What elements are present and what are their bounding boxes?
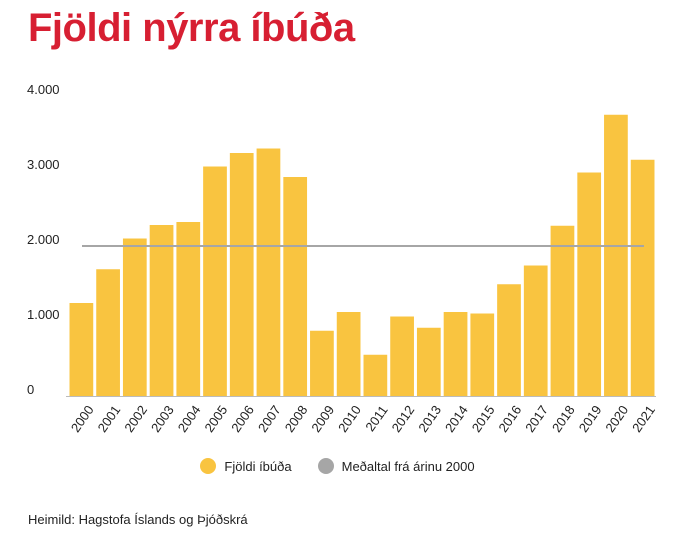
bar-2013 xyxy=(416,327,441,396)
x-axis-ticks: 2000200120022003200420052006200720082009… xyxy=(68,403,658,435)
bar-2019 xyxy=(577,172,602,396)
bar-2002 xyxy=(122,238,147,396)
bar-2010 xyxy=(336,312,361,396)
x-tick-label-2009: 2009 xyxy=(308,403,337,435)
x-tick-label-2002: 2002 xyxy=(121,403,150,435)
x-tick-label-2003: 2003 xyxy=(148,403,177,435)
bar-2004 xyxy=(176,222,201,396)
y-axis-ticks: 0 1.000 2.000 3.000 4.000 xyxy=(27,82,60,397)
x-tick-label-2019: 2019 xyxy=(576,403,605,435)
y-tick-label: 1.000 xyxy=(27,307,60,322)
x-tick-label-2011: 2011 xyxy=(362,403,390,435)
y-tick-label: 2.000 xyxy=(27,232,60,247)
legend-item-average: Meðaltal frá árinu 2000 xyxy=(317,458,475,474)
bar-2005 xyxy=(203,166,227,396)
x-tick-label-2020: 2020 xyxy=(602,403,631,435)
x-tick-label-2005: 2005 xyxy=(201,403,230,435)
x-tick-label-2004: 2004 xyxy=(175,403,204,435)
bar-2020 xyxy=(604,114,628,396)
bar-2001 xyxy=(96,269,120,396)
x-tick-label-2016: 2016 xyxy=(495,403,524,435)
bar-2011 xyxy=(363,354,388,396)
y-tick-label: 0 xyxy=(27,382,34,397)
y-tick-label: 3.000 xyxy=(27,157,60,172)
x-tick-label-2017: 2017 xyxy=(522,403,551,435)
x-tick-label-2021: 2021 xyxy=(629,403,658,435)
legend-label-bars: Fjöldi íbúða xyxy=(224,458,292,474)
legend-item-bars: Fjöldi íbúða xyxy=(200,458,292,474)
bar-2006 xyxy=(229,153,254,396)
x-tick-label-2007: 2007 xyxy=(255,403,284,435)
bar-2000 xyxy=(69,303,94,396)
bar-2012 xyxy=(390,316,414,396)
legend: Fjöldi íbúða Meðaltal frá árinu 2000 xyxy=(0,458,675,474)
x-tick-label-2018: 2018 xyxy=(549,403,578,435)
x-tick-label-2008: 2008 xyxy=(282,403,311,435)
bar-2021 xyxy=(630,159,655,396)
bar-2015 xyxy=(470,313,495,396)
x-tick-label-2014: 2014 xyxy=(442,403,471,435)
x-tick-label-2001: 2001 xyxy=(95,403,124,435)
x-tick-label-2000: 2000 xyxy=(68,403,97,435)
bar-2008 xyxy=(283,177,308,396)
bars xyxy=(69,114,655,396)
y-tick-label: 4.000 xyxy=(27,82,60,97)
bar-2007 xyxy=(256,148,281,396)
legend-swatch-bars xyxy=(200,458,217,474)
bar-2018 xyxy=(550,225,575,396)
chart-title: Fjöldi nýrra íbúða xyxy=(28,6,355,50)
bar-2003 xyxy=(149,225,174,396)
x-tick-label-2010: 2010 xyxy=(335,403,364,435)
bar-2009 xyxy=(310,330,334,396)
x-tick-label-2012: 2012 xyxy=(389,403,418,435)
legend-label-average: Meðaltal frá árinu 2000 xyxy=(341,458,475,474)
x-tick-label-2013: 2013 xyxy=(415,403,444,435)
x-tick-label-2006: 2006 xyxy=(228,403,257,435)
bar-2016 xyxy=(497,284,521,396)
bar-2014 xyxy=(443,312,468,396)
source-note: Heimild: Hagstofa Íslands og Þjóðskrá xyxy=(28,512,248,527)
bar-2017 xyxy=(523,265,548,396)
legend-swatch-average xyxy=(317,458,334,474)
x-tick-label-2015: 2015 xyxy=(469,403,498,435)
